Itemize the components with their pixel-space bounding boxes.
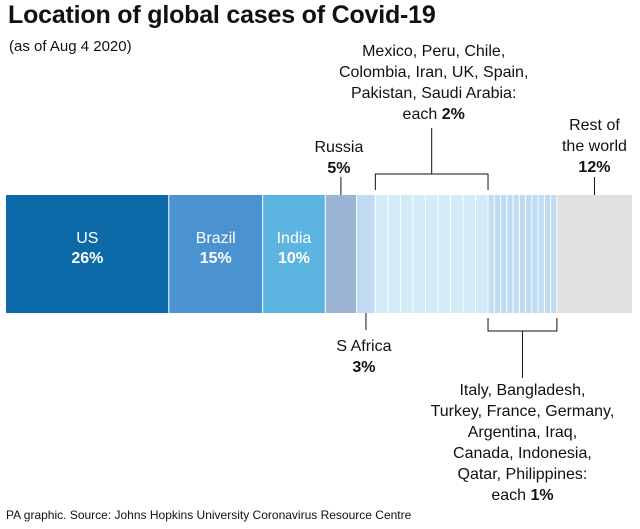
bar-segment-chile [400, 195, 413, 313]
bar-segment-philippines [550, 195, 557, 313]
russia-annotation-line: 5% [327, 160, 350, 177]
bar-segment-germany [513, 195, 520, 313]
bar-segment-us [6, 195, 169, 313]
group1-bracket [487, 318, 558, 332]
bar-segment-bangladesh [494, 195, 501, 313]
group2-annotation-line: Mexico, Peru, Chile, [362, 43, 505, 60]
bar-segment-s-africa [356, 195, 376, 313]
segment-value-india: 10% [278, 250, 310, 267]
bar-segment-peru [387, 195, 401, 313]
group2-annotation-line: each 2% [403, 106, 465, 123]
segment-label-india: India [277, 230, 312, 247]
bar-segment-colombia [412, 195, 426, 313]
segment-value-brazil: 15% [200, 250, 232, 267]
bar-segment-spain [450, 195, 463, 313]
safrica-annotation-line: 3% [352, 359, 375, 376]
bar-segment-indonesia [538, 195, 545, 313]
group1-annotation-line: Italy, Bangladesh, [459, 382, 585, 399]
group2-bracket [374, 173, 489, 190]
bar-segment-iraq [525, 195, 532, 313]
bar-segment-france [506, 195, 514, 313]
group1-annotation-line: Argentina, Iraq, [468, 424, 577, 441]
group1-annotation-line: Qatar, Philippines: [458, 466, 588, 483]
chart-title: Location of global cases of Covid-19 [8, 1, 436, 29]
bar-segment-russia [325, 195, 357, 313]
segment-label-brazil: Brazil [196, 230, 236, 247]
bar-segment-canada [531, 195, 539, 313]
bar-segment-brazil [168, 195, 263, 313]
rest-annotation-line: the world [562, 138, 627, 155]
bar-segment-iran [425, 195, 438, 313]
group2-annotation-line: Colombia, Iran, UK, Spain, [339, 64, 528, 81]
bar-segment-mexico [375, 195, 388, 313]
bar-segment-india [262, 195, 326, 313]
bar-segment-saudi-arabia [475, 195, 489, 313]
rest-annotation-line: Rest of [569, 117, 620, 134]
group1-annotation-line: Turkey, France, Germany, [431, 403, 615, 420]
bar-segment-uk [437, 195, 451, 313]
bar-segment-pakistan [462, 195, 476, 313]
segment-value-us: 26% [71, 250, 103, 267]
bar-segment-rest-of-the-world [556, 195, 632, 313]
bar-segment-argentina [519, 195, 526, 313]
bar-segment-qatar [544, 195, 551, 313]
chart-subtitle: (as of Aug 4 2020) [9, 38, 132, 55]
bar-segment-italy [488, 195, 495, 313]
group1-annotation-line: each 1% [491, 487, 553, 504]
group2-annotation-value: 2% [442, 106, 465, 123]
bar-segment-turkey [500, 195, 507, 313]
source-note: PA graphic. Source: Johns Hopkins Univer… [6, 508, 412, 522]
group1-annotation-value: 1% [530, 487, 553, 504]
group2-annotation-line: Pakistan, Saudi Arabia: [351, 85, 516, 102]
group1-annotation-line: Canada, Indonesia, [453, 445, 592, 462]
russia-annotation-line: Russia [314, 139, 363, 156]
segment-label-us: US [76, 230, 98, 247]
rest-annotation-line: 12% [578, 159, 610, 176]
safrica-annotation-line: S Africa [336, 338, 391, 355]
